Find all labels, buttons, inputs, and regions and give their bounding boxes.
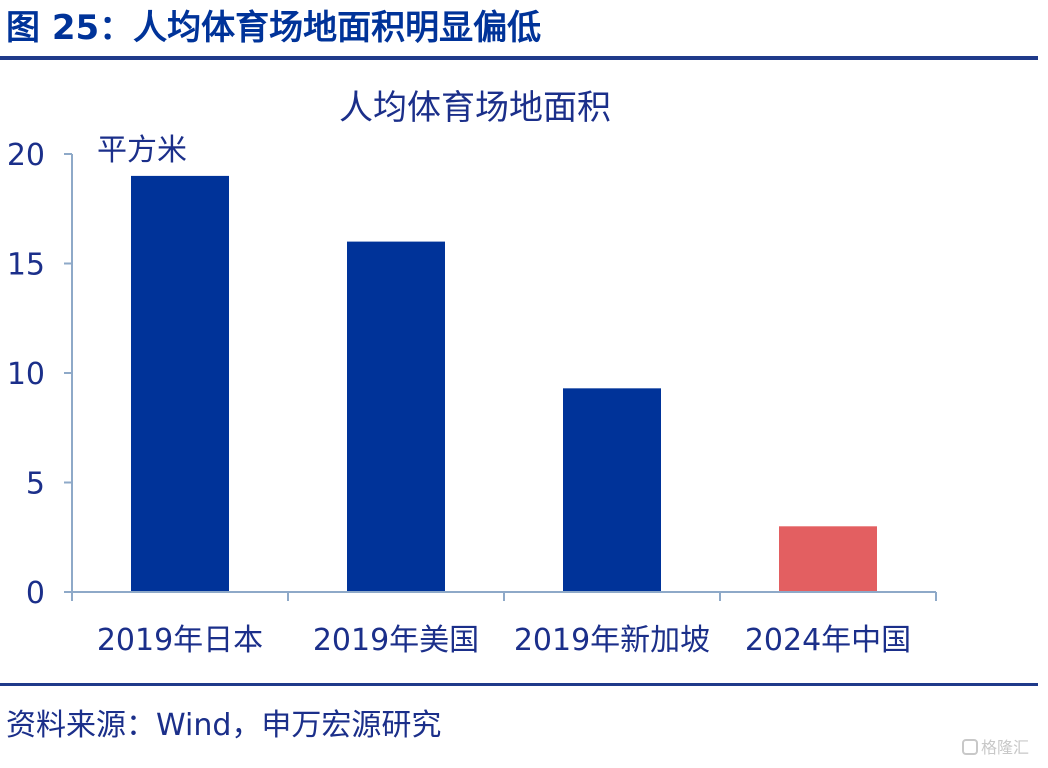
bar [131, 175, 229, 592]
figure-title: 图 25：人均体育场地面积明显偏低 [6, 8, 542, 48]
bar [779, 526, 877, 592]
y-tick-label: 0 [26, 576, 45, 611]
bar [563, 388, 661, 592]
x-tick-label: 2019年日本 [97, 623, 263, 658]
source-note: 资料来源：Wind，申万宏源研究 [6, 708, 442, 743]
watermark: 格隆汇 [962, 734, 1029, 758]
y-tick-label: 15 [7, 248, 45, 283]
bottom-rule [0, 683, 1038, 686]
y-axis: 0 5 10 15 20 [7, 138, 73, 611]
watermark-logo-icon [962, 739, 978, 755]
y-unit-label: 平方米 [97, 133, 187, 168]
y-tick-label: 20 [7, 138, 45, 173]
bars [131, 175, 877, 592]
top-rule [0, 56, 1038, 60]
bar [347, 241, 445, 592]
x-tick-label: 2024年中国 [745, 623, 911, 658]
x-axis: 2019年日本 2019年美国 2019年新加坡 2024年中国 [71, 591, 937, 658]
y-tick-label: 5 [26, 467, 45, 502]
watermark-text: 格隆汇 [981, 738, 1030, 757]
x-tick-label: 2019年美国 [313, 623, 479, 658]
y-tick-label: 10 [7, 357, 45, 392]
x-tick-label: 2019年新加坡 [514, 623, 710, 658]
chart-title: 人均体育场地面积 [339, 88, 611, 128]
